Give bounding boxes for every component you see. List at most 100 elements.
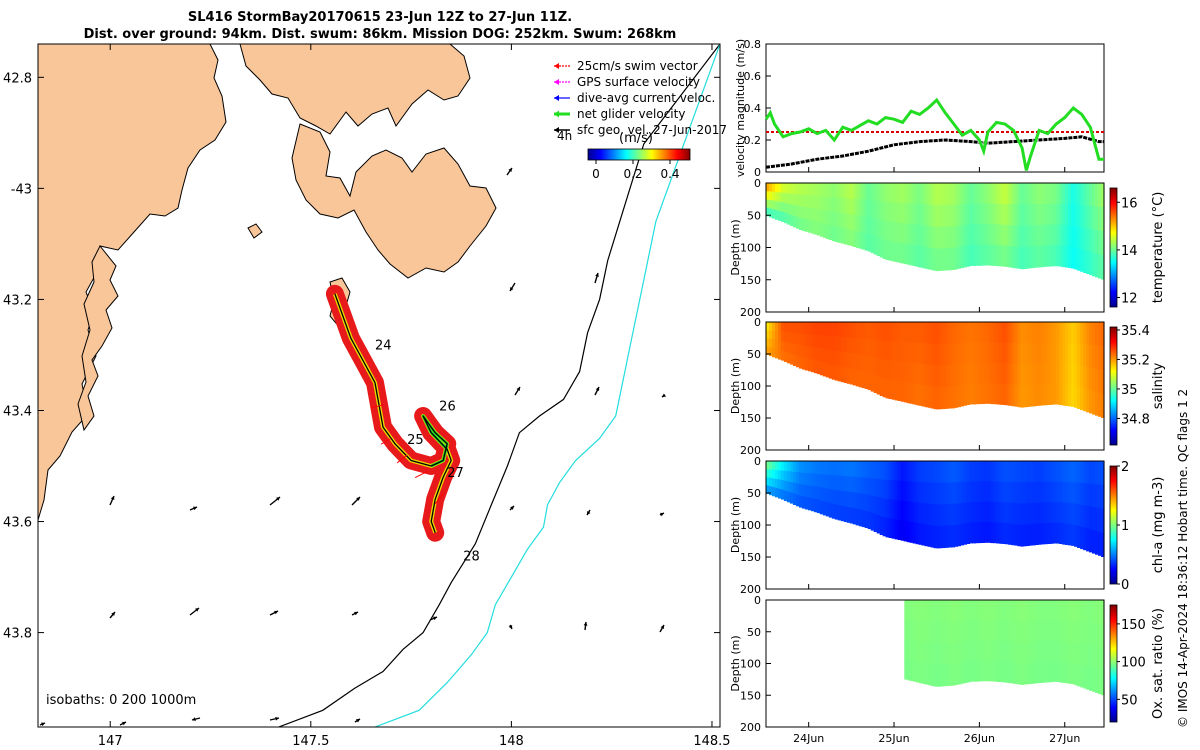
- temperature-cell: [996, 224, 1000, 246]
- salinity-cell: [924, 343, 929, 365]
- salinity-cell: [1041, 363, 1045, 385]
- chla-cell: [957, 482, 961, 504]
- sfc-geo-arrowhead: [41, 722, 45, 727]
- salinity-cell: [783, 351, 788, 362]
- temperature-y-tick-label: 200: [740, 306, 761, 319]
- map-x-tick-label: 148.5: [693, 734, 730, 749]
- chla-cell: [918, 523, 923, 545]
- salinity-y-tick-label: 150: [740, 412, 761, 425]
- temperature-cell: [822, 210, 827, 225]
- oxygen-cell: [969, 660, 974, 682]
- temperature-cell: [1062, 224, 1066, 247]
- temperature-cell: [766, 191, 770, 200]
- chla-cell: [957, 503, 961, 525]
- temperature-cell: [786, 193, 791, 205]
- temperature-cell: [781, 202, 785, 213]
- temperature-cell: [813, 183, 818, 197]
- salinity-cell: [846, 322, 851, 338]
- salinity-cell: [772, 348, 776, 358]
- salinity-cell: [1011, 363, 1015, 386]
- salinity-cell: [1002, 322, 1006, 344]
- chla-cell: [792, 461, 797, 473]
- salinity-cell: [1011, 342, 1015, 365]
- salinity-cell: [858, 338, 863, 355]
- salinity-cell: [927, 343, 932, 366]
- chla-cell: [972, 501, 976, 523]
- chla-cell: [775, 470, 779, 480]
- temperature-cell: [1035, 183, 1039, 205]
- chla-cell: [1092, 484, 1096, 508]
- chla-cell: [984, 461, 988, 482]
- oxygen-cell: [1044, 600, 1048, 621]
- salinity-cell: [879, 377, 884, 396]
- chla-cell: [939, 461, 944, 484]
- temperature-cell: [1056, 245, 1060, 267]
- oxygen-cell: [960, 662, 965, 684]
- chla-cell: [846, 461, 851, 477]
- oxygen-cell: [946, 664, 950, 687]
- chla-cell: [1026, 503, 1030, 525]
- temperature-cell: [804, 195, 809, 208]
- temperature-cell: [867, 200, 872, 218]
- chla-cell: [930, 504, 935, 526]
- oxygen-cell: [919, 662, 923, 684]
- temperature-cell: [769, 208, 773, 218]
- temperature-cell: [825, 183, 830, 198]
- temperature-cell: [939, 226, 944, 249]
- salinity-cell: [939, 365, 944, 388]
- legend-dive-avg-label: dive-avg current veloc.: [577, 91, 715, 105]
- salinity-cell: [1044, 342, 1048, 364]
- salinity-cell: [1056, 322, 1060, 343]
- temperature-cell: [1011, 183, 1015, 205]
- legend-gps-label: GPS surface velocity: [577, 75, 700, 89]
- oxygen-cell: [1002, 600, 1007, 621]
- chla-cell: [951, 482, 956, 505]
- chla-cell: [1080, 482, 1084, 506]
- oxygen-cell: [1080, 600, 1084, 623]
- chla-cell: [990, 501, 994, 523]
- chla-cell: [933, 461, 938, 484]
- oxygen-cell: [975, 600, 980, 621]
- chla-cell: [981, 481, 985, 503]
- chla-cell: [942, 504, 947, 527]
- chla-cell: [945, 525, 950, 548]
- oxygen-cell: [1065, 641, 1069, 663]
- oxygen-cell: [963, 641, 968, 663]
- salinity-cell: [1086, 366, 1090, 390]
- chla-cell: [906, 521, 911, 543]
- oxygen-cell: [1068, 662, 1072, 684]
- oxygen-cell: [1101, 623, 1105, 648]
- chla-cell: [1086, 483, 1090, 507]
- salinity-cell: [1050, 342, 1054, 364]
- chla-cell: [909, 501, 914, 523]
- temperature-cell: [990, 224, 994, 246]
- oxygen-cell: [907, 659, 911, 681]
- temperature-cell: [987, 224, 991, 245]
- oxygen-cell: [919, 620, 923, 642]
- chla-cell: [810, 473, 815, 487]
- salinity-cell: [813, 347, 818, 361]
- chla-cell: [1080, 461, 1084, 484]
- oxygen-cell: [972, 620, 977, 642]
- chla-cell: [849, 507, 854, 524]
- temperature-cell: [954, 204, 958, 227]
- chla-cell: [855, 461, 860, 478]
- temperature-cell: [954, 247, 958, 270]
- chla-cell: [1002, 522, 1006, 544]
- chla-cell: [1032, 482, 1036, 504]
- salinity-cell: [969, 322, 973, 343]
- temperature-cell: [775, 192, 779, 202]
- chla-cell: [804, 485, 809, 498]
- chla-cell: [828, 475, 833, 490]
- temperature-cell: [772, 183, 776, 193]
- oxygen-cell: [1092, 600, 1096, 624]
- temperature-cell: [789, 183, 794, 195]
- oxygen-cell: [1032, 641, 1037, 663]
- salinity-cell: [852, 337, 857, 354]
- oxygen-cell: [1095, 646, 1099, 670]
- temperature-cell: [930, 248, 935, 271]
- salinity-cell: [822, 362, 827, 377]
- salinity-cell: [801, 333, 806, 347]
- temperature-cell: [1101, 231, 1105, 256]
